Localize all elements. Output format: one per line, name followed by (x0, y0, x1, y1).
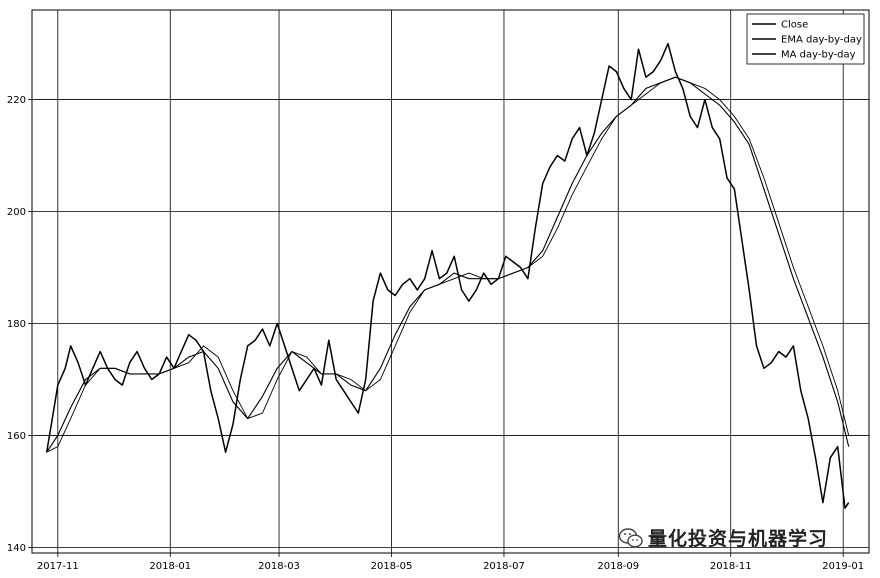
legend-label-close: Close (781, 20, 808, 31)
y-tick-label: 180 (7, 319, 26, 330)
series-layer (45, 42, 850, 509)
y-tick-label: 200 (7, 207, 26, 218)
legend: Close EMA day-by-day MA day-by-day (746, 13, 865, 65)
plot-area (31, 9, 870, 554)
x-tick-label: 2019-01 (822, 561, 864, 572)
x-tick-label: 2018-07 (483, 561, 525, 572)
watermark-text: 量化投资与机器学习 (648, 528, 829, 550)
grid (32, 10, 869, 553)
x-tick-label: 2018-09 (597, 561, 639, 572)
x-tick-label: 2018-01 (149, 561, 191, 572)
y-tick-label: 160 (7, 431, 26, 442)
series-line-ema (46, 76, 850, 453)
x-tick-label: 2017-11 (37, 561, 79, 572)
series-line-close (45, 42, 850, 509)
x-tick-label: 2018-03 (258, 561, 300, 572)
y-tick-label: 140 (7, 543, 26, 554)
x-tick-label: 2018-11 (710, 561, 752, 572)
axes: 2017-11 2018-01 2018-03 2018-05 2018-07 2018-… (7, 95, 864, 572)
watermark: 量化投资与机器学习 (618, 524, 828, 551)
legend-label-ma: MA day-by-day (781, 50, 856, 61)
series-line-ma (46, 76, 850, 453)
legend-label-ema: EMA day-by-day (781, 35, 862, 46)
wechat-icon (618, 527, 643, 548)
y-tick-label: 220 (7, 95, 26, 106)
x-tick-label: 2018-05 (371, 561, 413, 572)
